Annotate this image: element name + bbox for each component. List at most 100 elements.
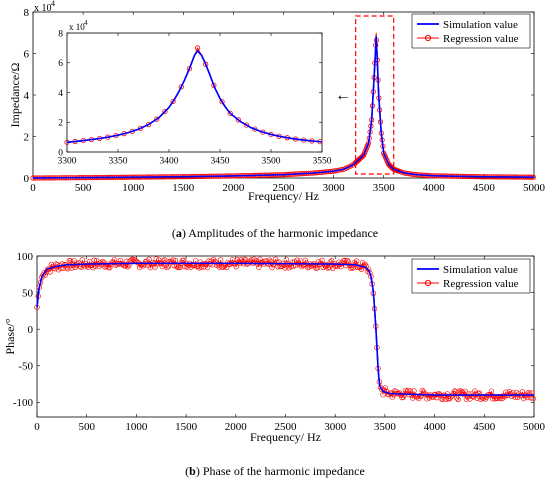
phase-point-regression-value bbox=[71, 257, 77, 264]
phase-point-regression-value bbox=[170, 257, 176, 263]
phase-point-regression-value bbox=[233, 263, 239, 270]
phase-x-axis-label: Frequency/ Hz bbox=[250, 430, 321, 444]
inset-xtick-label: 3550 bbox=[313, 157, 332, 167]
amplitude-xtick-label: 5000 bbox=[523, 182, 546, 194]
amplitude-xtick-label: 4000 bbox=[423, 182, 446, 194]
phase-point-regression-value bbox=[365, 266, 372, 273]
phase-point-regression-value bbox=[443, 396, 449, 403]
phase-xtick-label: 0 bbox=[34, 421, 40, 433]
phase-xtick-label: 3500 bbox=[374, 421, 397, 433]
phase-legend: Simulation value Regression value bbox=[411, 258, 531, 294]
amplitude-legend-label: Simulation value bbox=[443, 19, 518, 31]
phase-point-regression-value bbox=[309, 262, 316, 268]
phase-point-regression-value bbox=[241, 256, 248, 262]
phase-legend-label: Regression value bbox=[443, 278, 519, 290]
amplitude-point-regression-value bbox=[360, 153, 366, 159]
phase-point-regression-value bbox=[344, 257, 350, 264]
amplitude-ytick-label: 6 bbox=[24, 48, 30, 60]
phase-xtick-label: 4500 bbox=[473, 421, 496, 433]
amplitude-xtick-label: 1000 bbox=[122, 182, 145, 194]
amplitude-ytick-label: 2 bbox=[24, 131, 30, 143]
inset-point-regression-value bbox=[162, 108, 168, 115]
phase-point-regression-value bbox=[200, 261, 206, 267]
phase-point-regression-value bbox=[455, 396, 461, 403]
phase-ytick-label: -50 bbox=[18, 361, 33, 373]
phase-xtick-label: 3000 bbox=[324, 421, 347, 433]
phase-point-regression-value bbox=[266, 257, 273, 263]
phase-point-regression-value bbox=[294, 257, 300, 263]
amplitude-xtick-label: 3500 bbox=[373, 182, 396, 194]
amplitude-point-regression-value bbox=[359, 154, 365, 160]
phase-point-regression-value bbox=[480, 395, 486, 402]
inset-ytick-label: 4 bbox=[58, 89, 63, 99]
phase-point-regression-value bbox=[488, 388, 495, 394]
phase-point-regression-value bbox=[169, 259, 175, 265]
phase-point-regression-value bbox=[256, 264, 262, 270]
phase-point-regression-value bbox=[182, 263, 188, 270]
phase-point-regression-value bbox=[164, 264, 170, 271]
phase-point-regression-value bbox=[382, 385, 388, 391]
caption-b-letter: b bbox=[189, 464, 196, 478]
inset-xtick-label: 3500 bbox=[262, 157, 281, 167]
phase-point-regression-value bbox=[198, 264, 205, 270]
amplitude-legend-label: Regression value bbox=[443, 33, 519, 45]
phase-xtick-label: 500 bbox=[78, 421, 95, 433]
amplitude-legend-box bbox=[411, 13, 531, 49]
amplitude-xtick-label: 1500 bbox=[172, 182, 195, 194]
inset-point-regression-value bbox=[137, 125, 144, 131]
amplitude-xtick-label: 0 bbox=[30, 182, 36, 194]
amplitude-y-exponent: 4 bbox=[51, 0, 55, 8]
phase-point-regression-value bbox=[204, 264, 211, 271]
inset-y-multiplier: x 10 bbox=[69, 22, 85, 32]
amplitude-xtick-label: 2000 bbox=[222, 182, 245, 194]
phase-point-regression-value bbox=[424, 396, 430, 402]
phase-legend-box bbox=[411, 258, 531, 294]
phase-point-regression-value bbox=[342, 257, 348, 264]
amplitude-xtick-label: 2500 bbox=[273, 182, 296, 194]
phase-point-regression-value bbox=[76, 260, 82, 266]
phase-point-regression-value bbox=[281, 262, 287, 268]
phase-point-regression-value bbox=[462, 388, 468, 395]
phase-point-regression-value bbox=[289, 259, 295, 266]
inset-ytick-label: 2 bbox=[58, 119, 63, 129]
inset-xtick-label: 3350 bbox=[109, 157, 128, 167]
amplitude-y-axis-label: Impedance/Ω bbox=[8, 62, 22, 127]
inset-ytick-label: 8 bbox=[58, 29, 63, 39]
inset-point-regression-value bbox=[203, 61, 209, 67]
amplitude-series-simulation-overlay bbox=[32, 35, 535, 179]
amplitude-legend-marker-regression bbox=[424, 34, 432, 42]
inset-point-regression-value bbox=[178, 84, 184, 90]
phase-point-regression-value bbox=[270, 262, 276, 268]
phase-point-regression-value bbox=[124, 263, 131, 270]
caption-a: (a) Amplitudes of the harmonic impedance bbox=[171, 226, 379, 240]
phase-point-regression-value bbox=[111, 256, 118, 263]
phase-point-regression-value bbox=[507, 390, 514, 397]
inset-y-exponent: 4 bbox=[84, 19, 88, 27]
phase-xtick-label: 1500 bbox=[175, 421, 198, 433]
phase-point-regression-value bbox=[435, 391, 441, 397]
phase-point-regression-value bbox=[353, 258, 360, 264]
inset-point-regression-value bbox=[227, 110, 233, 116]
phase-point-regression-value bbox=[67, 257, 74, 264]
phase-ytick-label: 0 bbox=[28, 324, 34, 336]
inset-ytick-label: 0 bbox=[58, 148, 63, 158]
phase-point-regression-value bbox=[107, 264, 113, 271]
phase-point-regression-value bbox=[68, 265, 75, 271]
inset-point-regression-value bbox=[235, 117, 241, 123]
inset-frame bbox=[66, 32, 323, 153]
phase-point-regression-value bbox=[146, 256, 152, 263]
inset-arrow: ← bbox=[335, 87, 351, 104]
phase-xtick-label: 2000 bbox=[225, 421, 248, 433]
phase-point-regression-value bbox=[189, 261, 195, 268]
phase-point-regression-value bbox=[405, 387, 411, 394]
phase-legend-label: Simulation value bbox=[443, 264, 518, 276]
amplitude-highlight-box bbox=[355, 15, 395, 175]
phase-xtick-label: 4000 bbox=[424, 421, 447, 433]
amplitude-ytick-label: 4 bbox=[24, 90, 30, 102]
phase-point-regression-value bbox=[357, 264, 363, 271]
phase-xtick-label: 1000 bbox=[125, 421, 148, 433]
amplitude-legend: Simulation value Regression value bbox=[411, 13, 531, 49]
amplitude-y-multiplier: x 10 bbox=[34, 3, 52, 14]
phase-point-regression-value bbox=[530, 395, 536, 402]
